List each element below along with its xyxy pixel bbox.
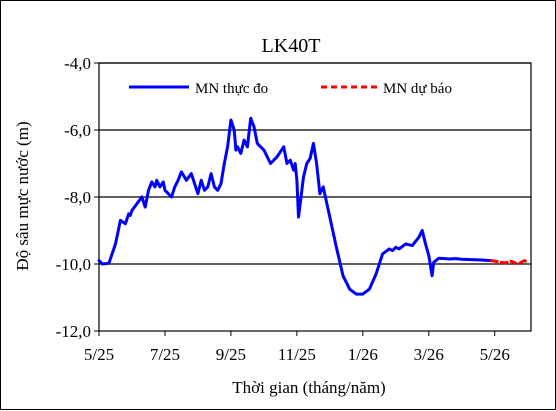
series-lines bbox=[97, 116, 530, 296]
axes bbox=[94, 62, 532, 336]
y-tick-label: -10,0 bbox=[56, 255, 91, 274]
x-tick-label: 5/26 bbox=[480, 345, 510, 364]
legend: MN thực đo MN dự báo bbox=[129, 81, 452, 97]
legend-label-measured: MN thực đo bbox=[195, 81, 268, 97]
y-tick-labels: -4,0 -6,0 -8,0 -10,0 -12,0 bbox=[56, 54, 91, 341]
series-line-measured bbox=[97, 116, 493, 296]
grid-lines bbox=[99, 62, 531, 265]
chart-title: LK40T bbox=[262, 35, 321, 57]
x-tick-label: 9/25 bbox=[216, 345, 246, 364]
y-tick-label: -8,0 bbox=[64, 188, 91, 207]
x-tick-label: 3/26 bbox=[414, 345, 444, 364]
x-tick-label: 11/25 bbox=[278, 345, 316, 364]
y-tick-label: -12,0 bbox=[56, 322, 91, 341]
legend-label-forecast: MN dự báo bbox=[383, 81, 452, 97]
x-axis-label: Thời gian (tháng/năm) bbox=[232, 378, 385, 397]
y-tick-label: -6,0 bbox=[64, 121, 91, 140]
x-tick-label: 1/26 bbox=[348, 345, 378, 364]
y-tick-label: -4,0 bbox=[64, 54, 91, 73]
x-tick-label: 7/25 bbox=[150, 345, 180, 364]
y-axis-label: Độ sâu mực nước (m) bbox=[13, 121, 32, 270]
series-line-forecast bbox=[489, 259, 530, 266]
plot-area-border bbox=[98, 62, 532, 332]
x-tick-label: 5/25 bbox=[84, 345, 114, 364]
x-tick-labels: 5/25 7/25 9/25 11/25 1/26 3/26 5/26 bbox=[84, 345, 510, 364]
